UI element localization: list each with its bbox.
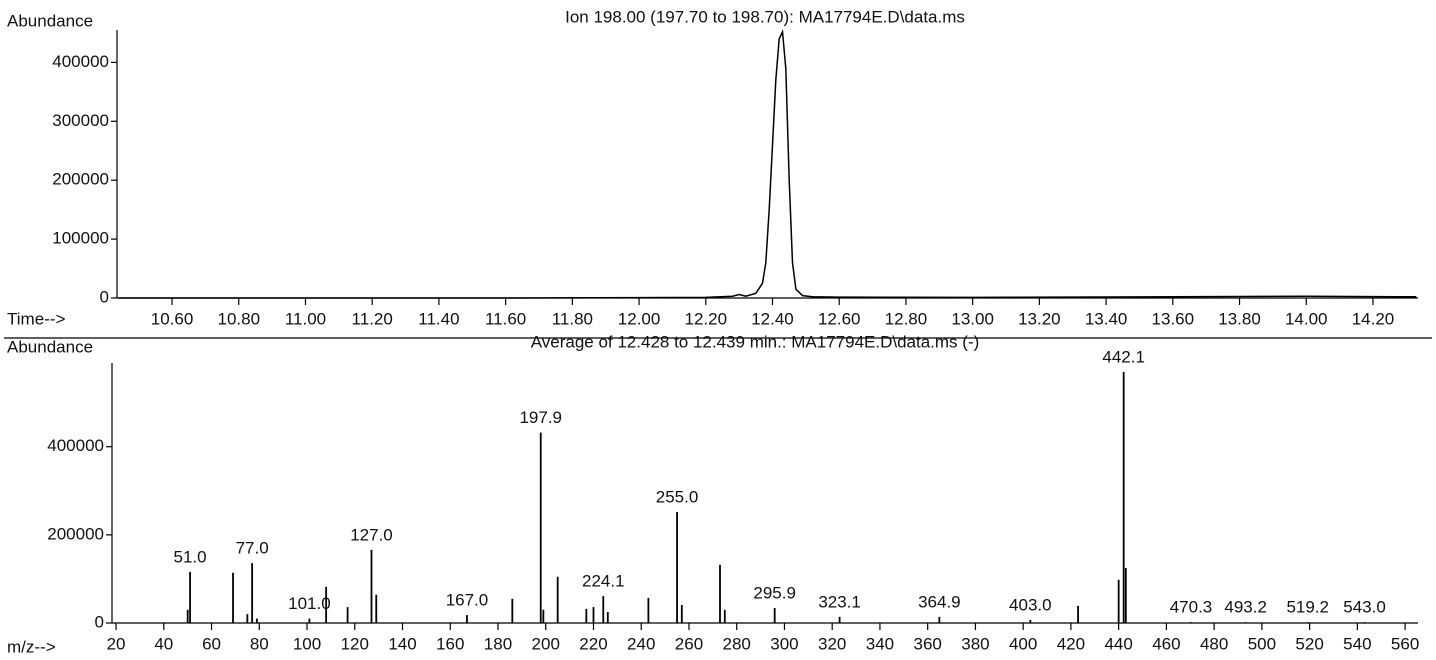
x-tick-label: 140 <box>388 634 416 653</box>
x-tick-label: 11.40 <box>418 309 459 328</box>
x-tick-label: 400 <box>1009 634 1037 653</box>
x-tick-label: 11.20 <box>352 309 393 328</box>
x-tick-label: 13.80 <box>1218 309 1261 328</box>
peak-label: 167.0 <box>446 591 489 610</box>
x-tick-label: 120 <box>341 634 369 653</box>
peak-label: 255.0 <box>656 487 699 506</box>
peak-label: 543.0 <box>1343 598 1386 617</box>
peak-label: 295.9 <box>753 584 796 603</box>
peak-label: 323.1 <box>818 592 861 611</box>
x-tick-label: 10.80 <box>217 309 260 328</box>
y-tick-label: 200000 <box>52 170 109 189</box>
chromatogram-line <box>118 28 1417 299</box>
y-tick-label: 0 <box>95 612 104 631</box>
peak-label: 519.2 <box>1286 598 1329 617</box>
x-tick-label: 20 <box>107 634 126 653</box>
x-tick-label: 11.00 <box>285 309 326 328</box>
x-tick-label: 380 <box>961 634 989 653</box>
y-tick-label: 400000 <box>47 436 104 455</box>
peak-label: 101.0 <box>288 594 331 613</box>
x-tick-label: 180 <box>484 634 512 653</box>
peak-label: 470.3 <box>1170 598 1213 617</box>
x-tick-label: 500 <box>1248 634 1276 653</box>
y-tick-label: 100000 <box>52 229 109 248</box>
x-tick-label: 12.20 <box>685 309 728 328</box>
peak-label: 364.9 <box>918 592 961 611</box>
x-tick-label: 80 <box>250 634 269 653</box>
y-tick-label: 200000 <box>47 524 104 543</box>
x-tick-label: 280 <box>723 634 751 653</box>
y-tick-label: 0 <box>100 287 109 306</box>
x-tick-label: 60 <box>202 634 221 653</box>
peak-label: 127.0 <box>350 525 393 544</box>
x-tick-label: 13.60 <box>1152 309 1195 328</box>
x-tick-label: 520 <box>1295 634 1323 653</box>
x-tick-label: 360 <box>913 634 941 653</box>
x-tick-label: 12.80 <box>885 309 928 328</box>
x-tick-label: 240 <box>627 634 655 653</box>
x-tick-label: 260 <box>675 634 703 653</box>
x-tick-label: 320 <box>818 634 846 653</box>
y-tick-label: 400000 <box>52 52 109 71</box>
x-tick-label: 200 <box>532 634 560 653</box>
x-tick-label: 560 <box>1391 634 1419 653</box>
x-tick-label: 14.20 <box>1352 309 1395 328</box>
x-axis-label: m/z--> <box>7 637 56 656</box>
x-tick-label: 340 <box>866 634 894 653</box>
x-tick-label: 11.60 <box>485 309 526 328</box>
x-tick-label: 160 <box>436 634 464 653</box>
peak-label: 403.0 <box>1009 595 1052 614</box>
peak-label: 51.0 <box>174 547 207 566</box>
x-tick-label: 480 <box>1200 634 1228 653</box>
y-axis-label: Abundance <box>7 337 93 356</box>
x-tick-label: 12.00 <box>618 309 661 328</box>
x-tick-label: 220 <box>579 634 607 653</box>
x-tick-label: 460 <box>1152 634 1180 653</box>
peak-label: 77.0 <box>236 539 269 558</box>
chart-title: Average of 12.428 to 12.439 min.: MA1779… <box>531 332 980 351</box>
x-tick-label: 11.80 <box>552 309 593 328</box>
x-axis-label: Time--> <box>7 309 65 328</box>
x-tick-label: 13.40 <box>1085 309 1128 328</box>
x-tick-label: 40 <box>154 634 173 653</box>
x-tick-label: 12.60 <box>818 309 861 328</box>
x-tick-label: 12.40 <box>751 309 794 328</box>
x-tick-label: 300 <box>770 634 798 653</box>
x-tick-label: 14.00 <box>1285 309 1328 328</box>
x-tick-label: 13.00 <box>951 309 994 328</box>
x-tick-label: 440 <box>1104 634 1132 653</box>
y-tick-label: 300000 <box>52 111 109 130</box>
x-tick-label: 420 <box>1057 634 1085 653</box>
x-tick-label: 10.60 <box>151 309 194 328</box>
y-axis-label: Abundance <box>7 11 93 30</box>
x-tick-label: 100 <box>293 634 321 653</box>
peak-label: 197.9 <box>519 408 562 427</box>
peak-label: 442.1 <box>1102 347 1145 366</box>
peak-label: 493.2 <box>1224 598 1267 617</box>
x-tick-label: 13.20 <box>1018 309 1061 328</box>
x-tick-label: 540 <box>1343 634 1371 653</box>
peak-label: 224.1 <box>582 572 625 591</box>
chart-title: Ion 198.00 (197.70 to 198.70): MA17794E.… <box>565 7 965 26</box>
